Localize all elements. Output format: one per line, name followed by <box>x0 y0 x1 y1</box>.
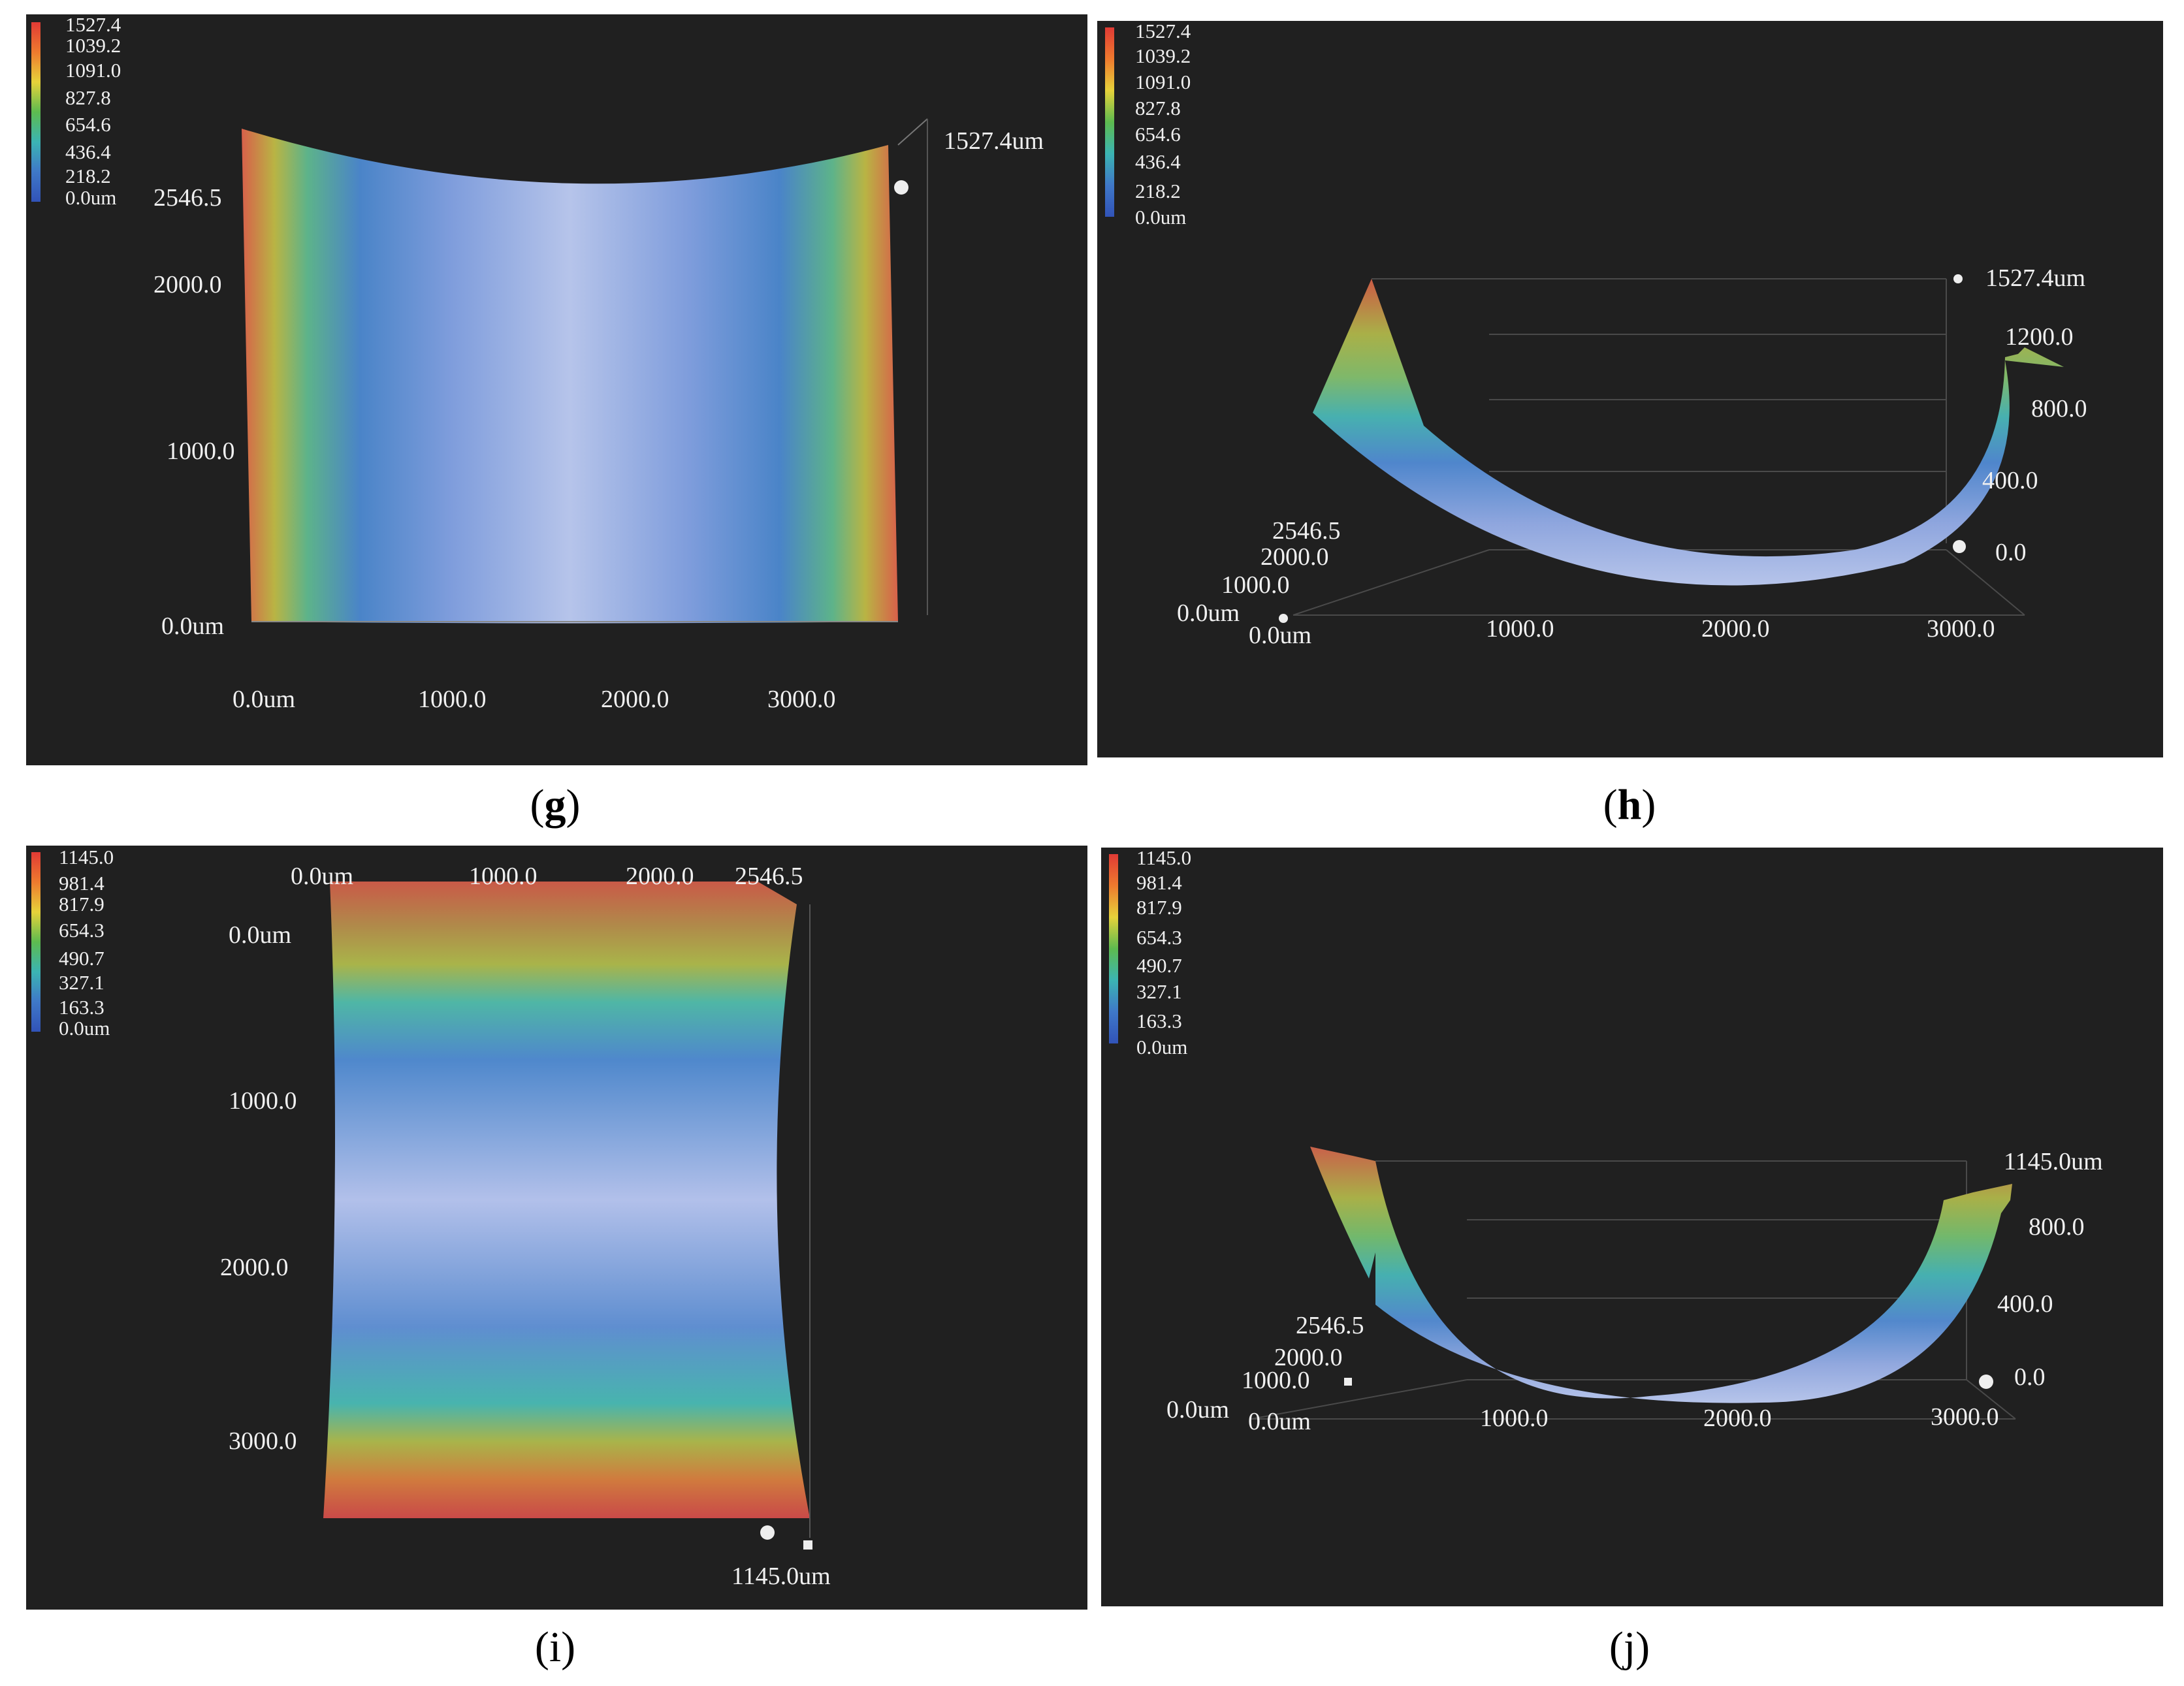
x-tick: 1000.0 <box>418 686 487 713</box>
z-tick: 400.0 <box>1997 1290 2053 1318</box>
legend-value: 327.1 <box>1136 980 1182 1003</box>
z-tick: 800.0 <box>2029 1213 2085 1241</box>
legend-value: 654.3 <box>1136 926 1182 949</box>
legend-value: 827.8 <box>1135 97 1181 119</box>
legend-value: 0.0um <box>1135 206 1187 229</box>
panel-j: 1145.0 981.4 817.9 654.3 490.7 327.1 163… <box>1101 848 2163 1606</box>
y-tick: 0.0um <box>1177 599 1240 627</box>
z-tick: 400.0 <box>1982 467 2038 494</box>
z-tick: 1200.0 <box>2005 323 2074 351</box>
x-tick: 3000.0 <box>1931 1403 1999 1431</box>
surface-h <box>1279 274 2064 623</box>
y-tick: 2000.0 <box>220 1254 289 1281</box>
y-tick: 2000.0 <box>1261 543 1329 571</box>
y-tick: 2000.0 <box>153 271 222 298</box>
legend-value: 654.6 <box>65 113 111 136</box>
x-tick: 1000.0 <box>469 863 538 890</box>
y-tick: 2000.0 <box>1274 1344 1343 1371</box>
z-max-label: 1145.0um <box>731 1563 831 1590</box>
surface-h-shape <box>1313 279 2064 586</box>
y-tick: 0.0um <box>229 921 292 949</box>
legend-value: 436.4 <box>1135 150 1181 173</box>
z-tick: 1145.0um <box>2004 1148 2103 1175</box>
caption-i: (i) <box>534 1623 576 1671</box>
x-tick: 2000.0 <box>1703 1405 1772 1432</box>
x-tick: 3000.0 <box>767 686 836 713</box>
y-tick: 2546.5 <box>153 184 222 212</box>
y-tick: 1000.0 <box>1242 1367 1310 1394</box>
legend-bar-h <box>1105 27 1114 217</box>
legend-value: 1091.0 <box>65 59 121 82</box>
z-tick: 800.0 <box>2031 395 2087 422</box>
legend-value: 817.9 <box>59 893 104 915</box>
legend-value: 0.0um <box>1136 1036 1188 1058</box>
legend-bar-i <box>31 852 40 1032</box>
legend-value: 654.6 <box>1135 123 1181 146</box>
legend-value: 490.7 <box>59 947 104 970</box>
legend-value: 1091.0 <box>1135 71 1191 93</box>
x-tick: 1000.0 <box>1480 1405 1549 1432</box>
z-tick: 0.0 <box>1995 539 2027 566</box>
legend-value: 0.0um <box>65 186 117 209</box>
legend-value: 1145.0 <box>59 846 114 868</box>
legend-value: 218.2 <box>65 165 111 187</box>
caption-h: (h) <box>1603 781 1656 829</box>
panel-g: 1527.4 1039.2 1091.0 827.8 654.6 436.4 2… <box>26 14 1087 765</box>
surface-g-shape <box>242 129 898 624</box>
legend-value: 654.3 <box>59 919 104 942</box>
x-tick: 1000.0 <box>1486 615 1554 643</box>
legend-value: 218.2 <box>1135 180 1181 202</box>
legend-bar-g <box>31 22 40 202</box>
surface-i <box>323 882 812 1550</box>
surface-j <box>1251 1147 2016 1420</box>
y-tick: 1000.0 <box>167 437 235 465</box>
x-tick: 3000.0 <box>1927 615 1995 643</box>
legend-value: 1039.2 <box>1135 44 1191 67</box>
y-tick: 1000.0 <box>1221 571 1290 599</box>
surface-g <box>242 118 928 624</box>
caption-g: (g) <box>530 781 581 829</box>
y-tick: 0.0um <box>1166 1396 1230 1424</box>
y-tick: 0.0um <box>161 612 225 640</box>
z-tick: 1527.4um <box>1985 264 2086 292</box>
panel-h: 1527.4 1039.2 1091.0 827.8 654.6 436.4 2… <box>1097 21 2163 757</box>
x-tick: 0.0um <box>1249 622 1312 649</box>
z-tick: 0.0 <box>2014 1363 2046 1391</box>
legend-value: 490.7 <box>1136 954 1182 977</box>
surface-i-shape <box>323 882 810 1518</box>
legend-value: 827.8 <box>65 86 111 109</box>
x-tick: 2000.0 <box>626 863 694 890</box>
surface-j-shape <box>1310 1147 2012 1403</box>
legend-value: 0.0um <box>59 1017 110 1040</box>
legend-bar-j <box>1109 854 1118 1043</box>
legend-value: 436.4 <box>65 140 111 163</box>
x-tick: 2000.0 <box>601 686 669 713</box>
x-tick: 0.0um <box>233 686 296 713</box>
legend-value: 1527.4 <box>65 14 121 36</box>
panel-i: 1145.0 981.4 817.9 654.3 490.7 327.1 163… <box>26 846 1087 1610</box>
y-tick: 1000.0 <box>229 1087 297 1115</box>
legend-value: 163.3 <box>1136 1010 1182 1032</box>
y-tick: 2546.5 <box>1272 517 1341 545</box>
legend-value: 1145.0 <box>1136 848 1192 869</box>
x-tick: 2000.0 <box>1701 615 1770 643</box>
legend-value: 981.4 <box>59 872 104 895</box>
legend-value: 1039.2 <box>65 34 121 57</box>
y-tick: 2546.5 <box>1296 1312 1364 1339</box>
caption-j: (j) <box>1609 1623 1650 1671</box>
legend-value: 163.3 <box>59 996 104 1019</box>
legend-value: 981.4 <box>1136 871 1182 894</box>
legend-value: 327.1 <box>59 971 104 994</box>
legend-value: 1527.4 <box>1135 21 1191 42</box>
x-tick: 2546.5 <box>735 863 803 890</box>
legend-value: 817.9 <box>1136 896 1182 919</box>
z-max-label: 1527.4um <box>944 127 1044 155</box>
x-tick: 0.0um <box>291 863 354 890</box>
x-tick: 0.0um <box>1248 1408 1311 1435</box>
y-tick: 3000.0 <box>229 1427 297 1455</box>
